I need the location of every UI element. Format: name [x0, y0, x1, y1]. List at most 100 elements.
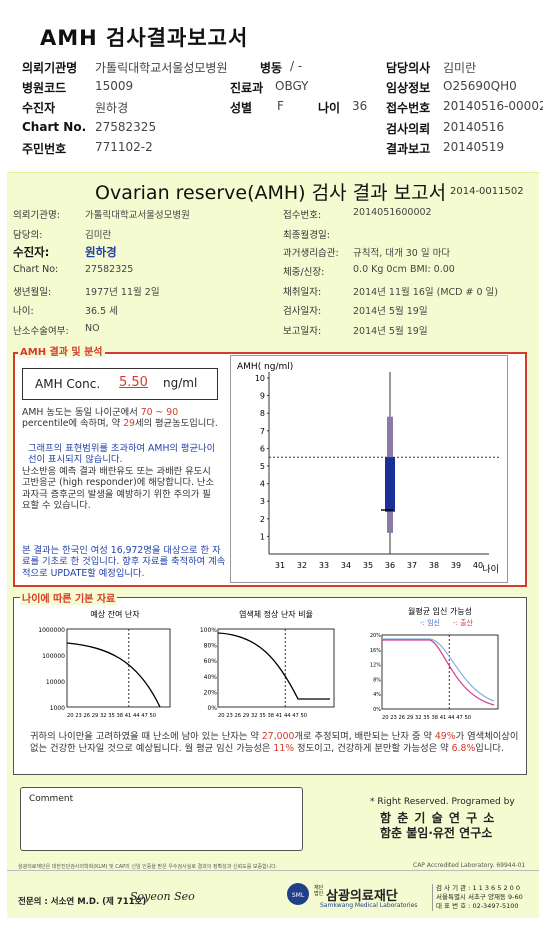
header-row: 의뢰기관명 가톨릭대학교서울성모병원 병동 / - 담당의사 김미란 — [0, 59, 543, 79]
contact-line: 대 표 번 호 : 02-3497-5100 — [436, 902, 519, 910]
contact-line: 서울특별시 서초구 양재동 9-60 — [436, 893, 523, 901]
patient-value: 1977년 11월 2일 — [85, 287, 160, 298]
header-label: 임상정보 — [386, 81, 431, 95]
report-id: 2014-0011502 — [450, 186, 524, 197]
legend-series-1: -: 임신 — [420, 618, 440, 627]
patient-label: 접수번호: — [283, 210, 322, 221]
y-tick-label: 9 — [260, 392, 265, 401]
x-axis-label: 나이 — [482, 564, 499, 575]
header-value: 36 — [352, 99, 368, 113]
header-label: 수진자 — [22, 101, 56, 115]
header-label: Chart No. — [22, 120, 87, 134]
patient-label: 검사일자: — [283, 306, 322, 317]
patient-label: 체중/신장: — [283, 267, 325, 278]
y-tick-label: 40% — [204, 674, 218, 681]
x-tick-label: 40 — [473, 561, 483, 570]
patient-value: 0.0 Kg 0cm BMI: 0.00 — [353, 264, 455, 275]
patient-value: 원하경 — [85, 245, 117, 259]
header-row: 병원코드 15009 진료과 OBGY 임상정보 O25690QH0 — [0, 79, 543, 99]
patient-label: 담당의: — [13, 230, 43, 241]
patient-label: 생년월일: — [13, 287, 52, 298]
header-value: 20140516 — [443, 120, 505, 134]
patient-value: 가톨릭대학교서울성모병원 — [85, 210, 190, 221]
header-label: 나이 — [318, 101, 341, 115]
y-tick-label: 1 — [260, 532, 265, 541]
cap-note: CAP Accredited Laboratory. 69944-01 — [413, 862, 526, 869]
y-tick-label: 7 — [260, 427, 265, 436]
comment-box: Comment — [20, 787, 303, 851]
doctor-name: 전문의 : 서소연 M.D. (제 711호) — [18, 897, 147, 907]
y-tick-label: 20% — [370, 633, 381, 639]
amh-unit: ng/ml — [163, 376, 198, 390]
amh-section-label: AMH 결과 및 분석 — [18, 343, 105, 358]
patient-value: 2014년 11월 16일 (MCD # 0 일) — [353, 287, 498, 298]
header-label: 담당의사 — [386, 61, 431, 75]
header-label: 진료과 — [230, 81, 264, 95]
patient-label: 채취일자: — [283, 287, 322, 298]
analysis-p1: AMH 농도는 동일 나이군에서 70 ~ 90 percentile에 속하며… — [22, 407, 218, 430]
y-tick-label: 0% — [373, 707, 381, 713]
amh-value: 5.50 — [119, 375, 148, 390]
header-label: 결과보고 — [386, 142, 431, 156]
y-tick-label: 4% — [373, 692, 381, 698]
org-name: 삼광의료재단 — [326, 889, 398, 904]
header-label: 주민번호 — [22, 142, 67, 156]
y-tick-label: 100% — [200, 627, 217, 634]
analysis-p3: 난소반응 예측 결과 배란유도 또는 과배란 유도시 고반응군 (high re… — [22, 466, 215, 512]
org-english: Samkwang Medical Laboratories — [320, 902, 418, 909]
basic-summary: 귀하의 나이만을 고려하였을 때 난소에 남아 있는 난자는 약 27,000개… — [30, 731, 519, 754]
patient-label: 수진자: — [13, 245, 50, 259]
patient-label: 난소수술여부: — [13, 326, 69, 337]
remaining-eggs-chart: 예상 잔여 난자 1000000 100000 10000 1000 20 23 26 2… — [30, 607, 180, 725]
header-label: 병원코드 — [22, 81, 67, 95]
header-value: 김미란 — [443, 61, 477, 75]
comment-label: Comment — [29, 794, 74, 804]
header-value: O25690QH0 — [443, 79, 517, 93]
header-row: 주민번호 771102-2 결과보고 20140519 — [0, 140, 543, 160]
report-title: Ovarian reserve(AMH) 검사 결과 보고서 — [95, 182, 447, 204]
patient-label: 보고일자: — [283, 326, 322, 337]
contact-line: 검 사 기 관 : 1 1 3 6 5 2 0 0 — [436, 884, 520, 892]
y-tick-label: 6 — [260, 444, 265, 453]
series-pregnancy-line — [382, 638, 495, 702]
x-tick-label: 37 — [407, 561, 417, 570]
x-tick-labels: 20 23 26 29 32 35 38 41 44 47 50 — [67, 713, 156, 719]
ratio-curve — [217, 632, 330, 700]
header-value: 771102-2 — [95, 140, 153, 154]
header-value: / - — [290, 59, 303, 73]
y-tick-label: 16% — [370, 648, 381, 654]
header-value: OBGY — [275, 79, 309, 93]
header-label: 성별 — [230, 101, 253, 115]
eggs-curve — [66, 642, 161, 708]
header-label: 검사의뢰 — [386, 122, 431, 136]
pregnancy-rate-chart: 월평균 임신 가능성 -: 임신 -: 출산 20% 16% 12% 8% 4% 0% 20 23… — [358, 605, 520, 725]
y-tick-label: 8 — [260, 409, 265, 418]
contact-info: 검 사 기 관 : 1 1 3 6 5 2 0 0 서울특별시 서초구 양재동 … — [432, 884, 523, 911]
patient-label: 과거생리습관: — [283, 248, 339, 259]
header-value: 27582325 — [95, 120, 157, 134]
y-tick-label: 0% — [207, 705, 217, 712]
patient-value: 2014년 5월 19일 — [353, 306, 428, 317]
x-tick-label: 39 — [451, 561, 461, 570]
y-tick-label: 60% — [204, 658, 218, 665]
doctor-signature: Soyeon Seo — [130, 890, 195, 903]
header-label: 의뢰기관명 — [22, 61, 78, 75]
y-axis-label: AMH( ng/ml) — [237, 362, 293, 372]
x-tick-label: 36 — [385, 561, 395, 570]
y-tick-label: 3 — [260, 497, 265, 506]
normal-egg-ratio-chart: 염색체 정상 난자 비율 100% 80% 60% 40% 20% 0% 20 23 26 2… — [196, 607, 346, 725]
patient-label: Chart No: — [13, 264, 59, 275]
header-row: 수진자 원하경 성별 F 나이 36 접수번호 20140516-00002 — [0, 99, 543, 119]
y-tick-label: 4 — [260, 480, 265, 489]
amh-conc-box: AMH Conc. 5.50 ng/ml — [22, 368, 218, 400]
x-tick-label: 34 — [341, 561, 351, 570]
rights-text: * Right Reserved. Programed by — [370, 797, 515, 807]
plot-frame — [66, 628, 171, 708]
chart-title: 염색체 정상 난자 비율 — [239, 609, 313, 619]
y-tick-label: 80% — [204, 643, 218, 650]
x-tick-label: 33 — [319, 561, 329, 570]
y-tick-label: 10000 — [46, 679, 65, 686]
analysis-p4: 본 결과는 한국인 여성 16,972명을 대상으로 한 자료를 기초로 한 것… — [22, 545, 226, 579]
